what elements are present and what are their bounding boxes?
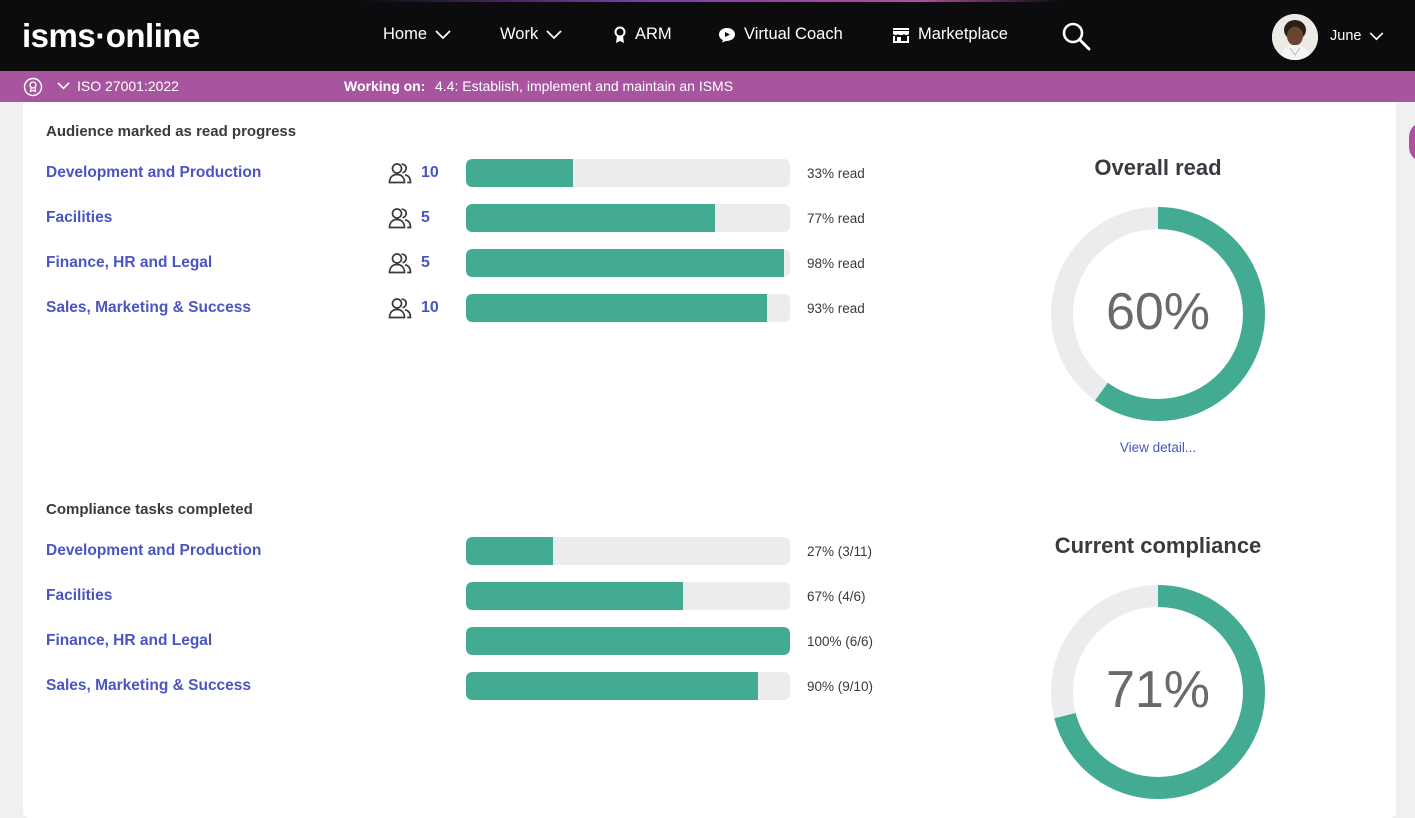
- progress-fill: [466, 294, 768, 322]
- users-icon: [388, 298, 412, 319]
- read-row-label[interactable]: Facilities: [46, 209, 113, 226]
- compliance-row-value: 90% (9/10): [807, 679, 874, 694]
- read-row-label[interactable]: Development and Production: [46, 164, 262, 181]
- current-compliance-percent: 71%: [1105, 661, 1211, 719]
- users-icon: [388, 208, 412, 229]
- compliance-row-value: 100% (6/6): [807, 634, 874, 649]
- progress-fill: [466, 627, 790, 655]
- read-row-value: 93% read: [807, 301, 865, 316]
- read-row-label[interactable]: Sales, Marketing & Success: [46, 299, 252, 316]
- overall-read-title: Overall read: [1094, 155, 1222, 180]
- compliance-title: Compliance tasks completed: [46, 501, 253, 518]
- users-icon: [388, 163, 412, 184]
- progress-fill: [466, 204, 716, 232]
- nav-accent-line: [360, 0, 1060, 2]
- award-icon: [614, 26, 626, 43]
- compliance-row-progress-bar: [466, 582, 790, 610]
- chevron-down-icon: [546, 29, 562, 39]
- current-compliance-title: Current compliance: [1054, 533, 1262, 558]
- chevron-down-icon: [435, 29, 451, 39]
- compliance-row-value: 27% (3/11): [807, 544, 873, 559]
- compliance-row-progress-bar: [466, 537, 790, 565]
- read-row-value: 98% read: [807, 256, 865, 271]
- chevron-down-icon[interactable]: [57, 82, 70, 90]
- users-icon: [388, 253, 412, 274]
- read-row-user-count[interactable]: 5: [388, 252, 430, 274]
- context-bar: ISO 27001:2022 Working on: 4.4: Establis…: [0, 71, 1415, 102]
- working-on-task-link[interactable]: 4.4: Establish, implement and maintain a…: [435, 78, 734, 94]
- donut-fill: [1051, 207, 1265, 421]
- video-chat-icon: [719, 27, 735, 42]
- compliance-row-progress-bar: [466, 627, 790, 655]
- progress-fill: [466, 672, 758, 700]
- nav-virtual-coach[interactable]: Virtual Coach: [718, 25, 843, 44]
- search-icon[interactable]: [1061, 21, 1091, 51]
- read-row-progress-bar: [466, 159, 790, 187]
- nav-work[interactable]: Work: [500, 25, 562, 44]
- top-navigation: isms·online Home Work ARM Virtual Coach …: [0, 0, 1415, 71]
- progress-fill: [466, 159, 573, 187]
- donut-fill: [1051, 585, 1265, 799]
- overall-read-donut: [1051, 207, 1265, 421]
- nav-home[interactable]: Home: [383, 25, 451, 44]
- compliance-row-progress-bar: [466, 672, 790, 700]
- compliance-row-label[interactable]: Finance, HR and Legal: [46, 632, 213, 649]
- read-row-user-count[interactable]: 10: [388, 162, 439, 184]
- read-row-value: 33% read: [807, 166, 865, 181]
- nav-home-label: Home: [383, 25, 428, 43]
- user-count-value: 10: [421, 299, 439, 316]
- user-name: June: [1330, 28, 1362, 44]
- user-photo-icon: [1272, 14, 1318, 60]
- nav-marketplace-label: Marketplace: [918, 25, 1008, 43]
- user-count-value: 10: [421, 164, 439, 181]
- read-row-user-count[interactable]: 10: [388, 297, 439, 319]
- nav-arm[interactable]: ARM: [613, 25, 672, 44]
- user-menu[interactable]: June: [1330, 28, 1384, 44]
- chevron-down-icon: [1370, 31, 1384, 40]
- read-row-progress-bar: [466, 204, 790, 232]
- view-detail-link[interactable]: View detail...: [1119, 440, 1197, 455]
- progress-fill: [466, 582, 684, 610]
- compliance-row-label[interactable]: Development and Production: [46, 542, 262, 559]
- compliance-row-label[interactable]: Sales, Marketing & Success: [46, 677, 252, 694]
- user-count-value: 5: [421, 254, 430, 271]
- compliance-row-value: 67% (4/6): [807, 589, 866, 604]
- read-row-progress-bar: [466, 294, 790, 322]
- progress-fill: [466, 249, 784, 277]
- overall-read-percent: 60%: [1105, 283, 1211, 341]
- read-row-label[interactable]: Finance, HR and Legal: [46, 254, 213, 271]
- read-row-user-count[interactable]: 5: [388, 207, 430, 229]
- read-row-progress-bar: [466, 249, 790, 277]
- avatar[interactable]: [1272, 14, 1318, 60]
- award-badge-icon: [23, 77, 43, 97]
- app-logo[interactable]: isms·online: [22, 17, 200, 54]
- nav-marketplace[interactable]: Marketplace: [892, 25, 1008, 44]
- store-icon: [893, 27, 909, 43]
- nav-work-label: Work: [500, 25, 539, 43]
- progress-fill: [466, 537, 554, 565]
- nav-virtual-coach-label: Virtual Coach: [744, 25, 843, 43]
- read-row-value: 77% read: [807, 211, 865, 226]
- read-progress-title: Audience marked as read progress: [46, 123, 297, 140]
- current-compliance-donut: [1051, 585, 1265, 799]
- side-panel-tab[interactable]: [1409, 122, 1415, 162]
- compliance-row-label[interactable]: Facilities: [46, 587, 113, 604]
- user-count-value: 5: [421, 209, 430, 226]
- working-on-label: Working on:: [344, 78, 426, 94]
- standard-selector[interactable]: ISO 27001:2022: [77, 78, 179, 94]
- nav-arm-label: ARM: [635, 25, 672, 43]
